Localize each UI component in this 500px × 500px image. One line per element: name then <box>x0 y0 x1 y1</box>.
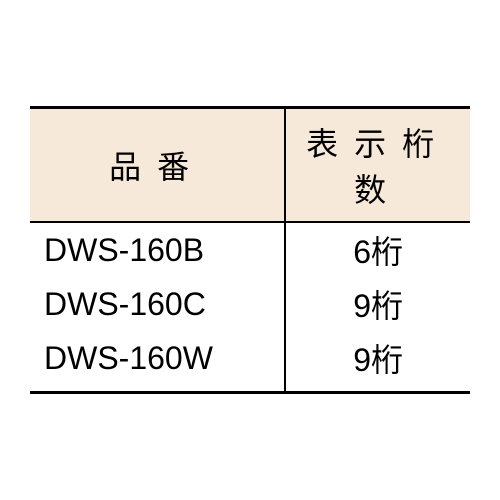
cell-digits: 9桁 <box>285 331 470 393</box>
cell-digits: 9桁 <box>285 277 470 331</box>
col-header-digits: 表示桁数 <box>285 108 470 223</box>
col-header-model: 品番 <box>30 108 285 223</box>
spec-table-container: 品番 表示桁数 DWS-160B 6桁 DWS-160C 9桁 DWS-160W… <box>30 106 470 394</box>
table-row: DWS-160B 6桁 <box>30 222 470 277</box>
table-body: DWS-160B 6桁 DWS-160C 9桁 DWS-160W 9桁 <box>30 222 470 393</box>
cell-model: DWS-160C <box>30 277 285 331</box>
header-row: 品番 表示桁数 <box>30 108 470 223</box>
table-row: DWS-160C 9桁 <box>30 277 470 331</box>
spec-table: 品番 表示桁数 DWS-160B 6桁 DWS-160C 9桁 DWS-160W… <box>30 106 470 394</box>
table-row: DWS-160W 9桁 <box>30 331 470 393</box>
cell-digits: 6桁 <box>285 222 470 277</box>
table-header: 品番 表示桁数 <box>30 108 470 223</box>
cell-model: DWS-160B <box>30 222 285 277</box>
cell-model: DWS-160W <box>30 331 285 393</box>
